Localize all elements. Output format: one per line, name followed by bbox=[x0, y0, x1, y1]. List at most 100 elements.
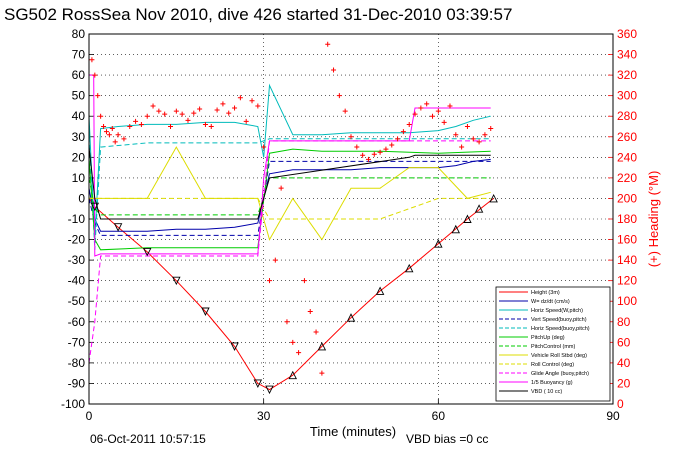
y-tick-label: -60 bbox=[68, 315, 86, 329]
y-tick-label: 10 bbox=[72, 171, 86, 185]
x-tick-label: 60 bbox=[432, 409, 446, 423]
heading-marker bbox=[208, 124, 214, 129]
depth-marker bbox=[375, 286, 385, 295]
heading-marker bbox=[377, 149, 383, 155]
heading-marker bbox=[365, 156, 371, 162]
heading-marker bbox=[89, 57, 95, 63]
y-tick-label: -40 bbox=[68, 274, 86, 288]
right-tick-label: 0 bbox=[617, 397, 624, 411]
depth-marker bbox=[489, 193, 498, 203]
heading-marker bbox=[459, 144, 465, 150]
right-tick-label: 80 bbox=[617, 315, 631, 329]
heading-marker bbox=[101, 124, 107, 129]
legend-label: Vehicle Roll Stbd (deg) bbox=[531, 353, 587, 359]
heading-marker bbox=[95, 93, 101, 99]
heading-marker bbox=[191, 110, 197, 116]
legend-label: Vert Speed(buoy,pitch) bbox=[531, 317, 587, 323]
plot-frame bbox=[88, 33, 614, 405]
heading-marker bbox=[121, 136, 127, 142]
x-tick-label: 30 bbox=[257, 409, 271, 423]
heading-marker bbox=[249, 98, 255, 104]
legend-label: Glide Angle (buoy,pitch) bbox=[531, 371, 589, 377]
heading-marker bbox=[464, 124, 470, 129]
y-tick-label: 40 bbox=[72, 109, 86, 123]
legend-label: PitchControl (mm) bbox=[531, 344, 575, 350]
depth-marker bbox=[288, 370, 298, 380]
right-tick-label: 240 bbox=[617, 150, 637, 164]
heading-marker bbox=[412, 111, 418, 117]
series-line bbox=[89, 160, 491, 236]
right-tick-label: 140 bbox=[617, 253, 637, 267]
right-axis-label: (+) Heading (°M) bbox=[646, 171, 661, 268]
depth-marker bbox=[463, 214, 472, 223]
y-tick-label: -80 bbox=[68, 356, 86, 370]
heading-marker bbox=[447, 103, 453, 109]
legend-label: Height (3m) bbox=[531, 290, 560, 296]
y-tick-label: 30 bbox=[72, 130, 86, 144]
y-tick-label: -100 bbox=[61, 397, 85, 411]
depth-marker bbox=[434, 239, 443, 248]
legend-label: Horiz Speed(buoy,pitch) bbox=[531, 326, 590, 332]
heading-marker bbox=[261, 144, 267, 150]
right-tick-label: 320 bbox=[617, 68, 637, 82]
right-tick-label: 220 bbox=[617, 171, 637, 185]
heading-marker bbox=[296, 350, 302, 356]
heading-marker bbox=[488, 126, 494, 132]
y-tick-label: 0 bbox=[78, 191, 85, 205]
y-tick-label: -10 bbox=[68, 212, 86, 226]
heading-marker bbox=[112, 139, 118, 145]
y-tick-label: -20 bbox=[68, 233, 86, 247]
heading-marker bbox=[371, 151, 377, 157]
heading-marker bbox=[354, 144, 360, 150]
depth-marker bbox=[346, 313, 356, 322]
legend-label: PitchUp (deg) bbox=[531, 335, 565, 341]
depth-marker bbox=[142, 247, 152, 257]
heading-marker bbox=[284, 319, 290, 325]
heading-marker bbox=[185, 117, 191, 123]
heading-marker bbox=[336, 93, 342, 99]
heading-marker bbox=[360, 152, 366, 158]
y-tick-label: -90 bbox=[68, 376, 86, 390]
y-tick-label: 80 bbox=[72, 27, 86, 41]
depth-marker bbox=[113, 223, 123, 232]
right-tick-label: 60 bbox=[617, 335, 631, 349]
y-tick-label: -70 bbox=[68, 335, 86, 349]
heading-marker bbox=[313, 329, 319, 335]
heading-marker bbox=[109, 126, 115, 132]
footer-vbd-bias: VBD bias =0 cc bbox=[406, 432, 488, 446]
heading-marker bbox=[162, 111, 168, 117]
heading-marker bbox=[453, 132, 459, 138]
y-tick-label: 60 bbox=[72, 68, 86, 82]
heading-marker bbox=[232, 105, 238, 111]
heading-marker bbox=[127, 124, 133, 129]
heading-marker bbox=[138, 121, 144, 127]
heading-marker bbox=[243, 118, 249, 124]
right-tick-label: 260 bbox=[617, 130, 637, 144]
heading-marker bbox=[430, 113, 436, 119]
right-tick-label: 160 bbox=[617, 233, 637, 247]
right-tick-label: 100 bbox=[617, 294, 637, 308]
heading-marker bbox=[255, 103, 261, 109]
right-tick-label: 200 bbox=[617, 191, 637, 205]
heading-marker bbox=[214, 107, 220, 113]
left-axis: 80 70 60 50 40 30 20 10 0 -10 -20 -30 -40 -50 -60 -70 -8… bbox=[61, 27, 94, 411]
depth-marker bbox=[474, 204, 484, 213]
heading-marker bbox=[325, 41, 331, 47]
right-tick-label: 300 bbox=[617, 89, 637, 103]
right-tick-label: 120 bbox=[617, 274, 637, 288]
y-tick-label: -50 bbox=[68, 294, 86, 308]
heading-marker bbox=[395, 136, 401, 142]
heading-marker bbox=[133, 118, 139, 124]
x-tick-label: 0 bbox=[86, 409, 93, 423]
heading-marker bbox=[400, 129, 406, 135]
heading-marker bbox=[290, 339, 296, 345]
heading-marker bbox=[319, 370, 325, 376]
heading-marker bbox=[115, 132, 121, 138]
right-axis: 3603403203002802602402202001801601401201… bbox=[608, 27, 637, 411]
heading-marker bbox=[342, 108, 348, 114]
y-tick-label: 20 bbox=[72, 150, 86, 164]
legend-label: 1/5 Buoyancy (g) bbox=[531, 380, 573, 386]
heading-marker bbox=[202, 121, 208, 127]
x-tick-label: 90 bbox=[606, 409, 620, 423]
